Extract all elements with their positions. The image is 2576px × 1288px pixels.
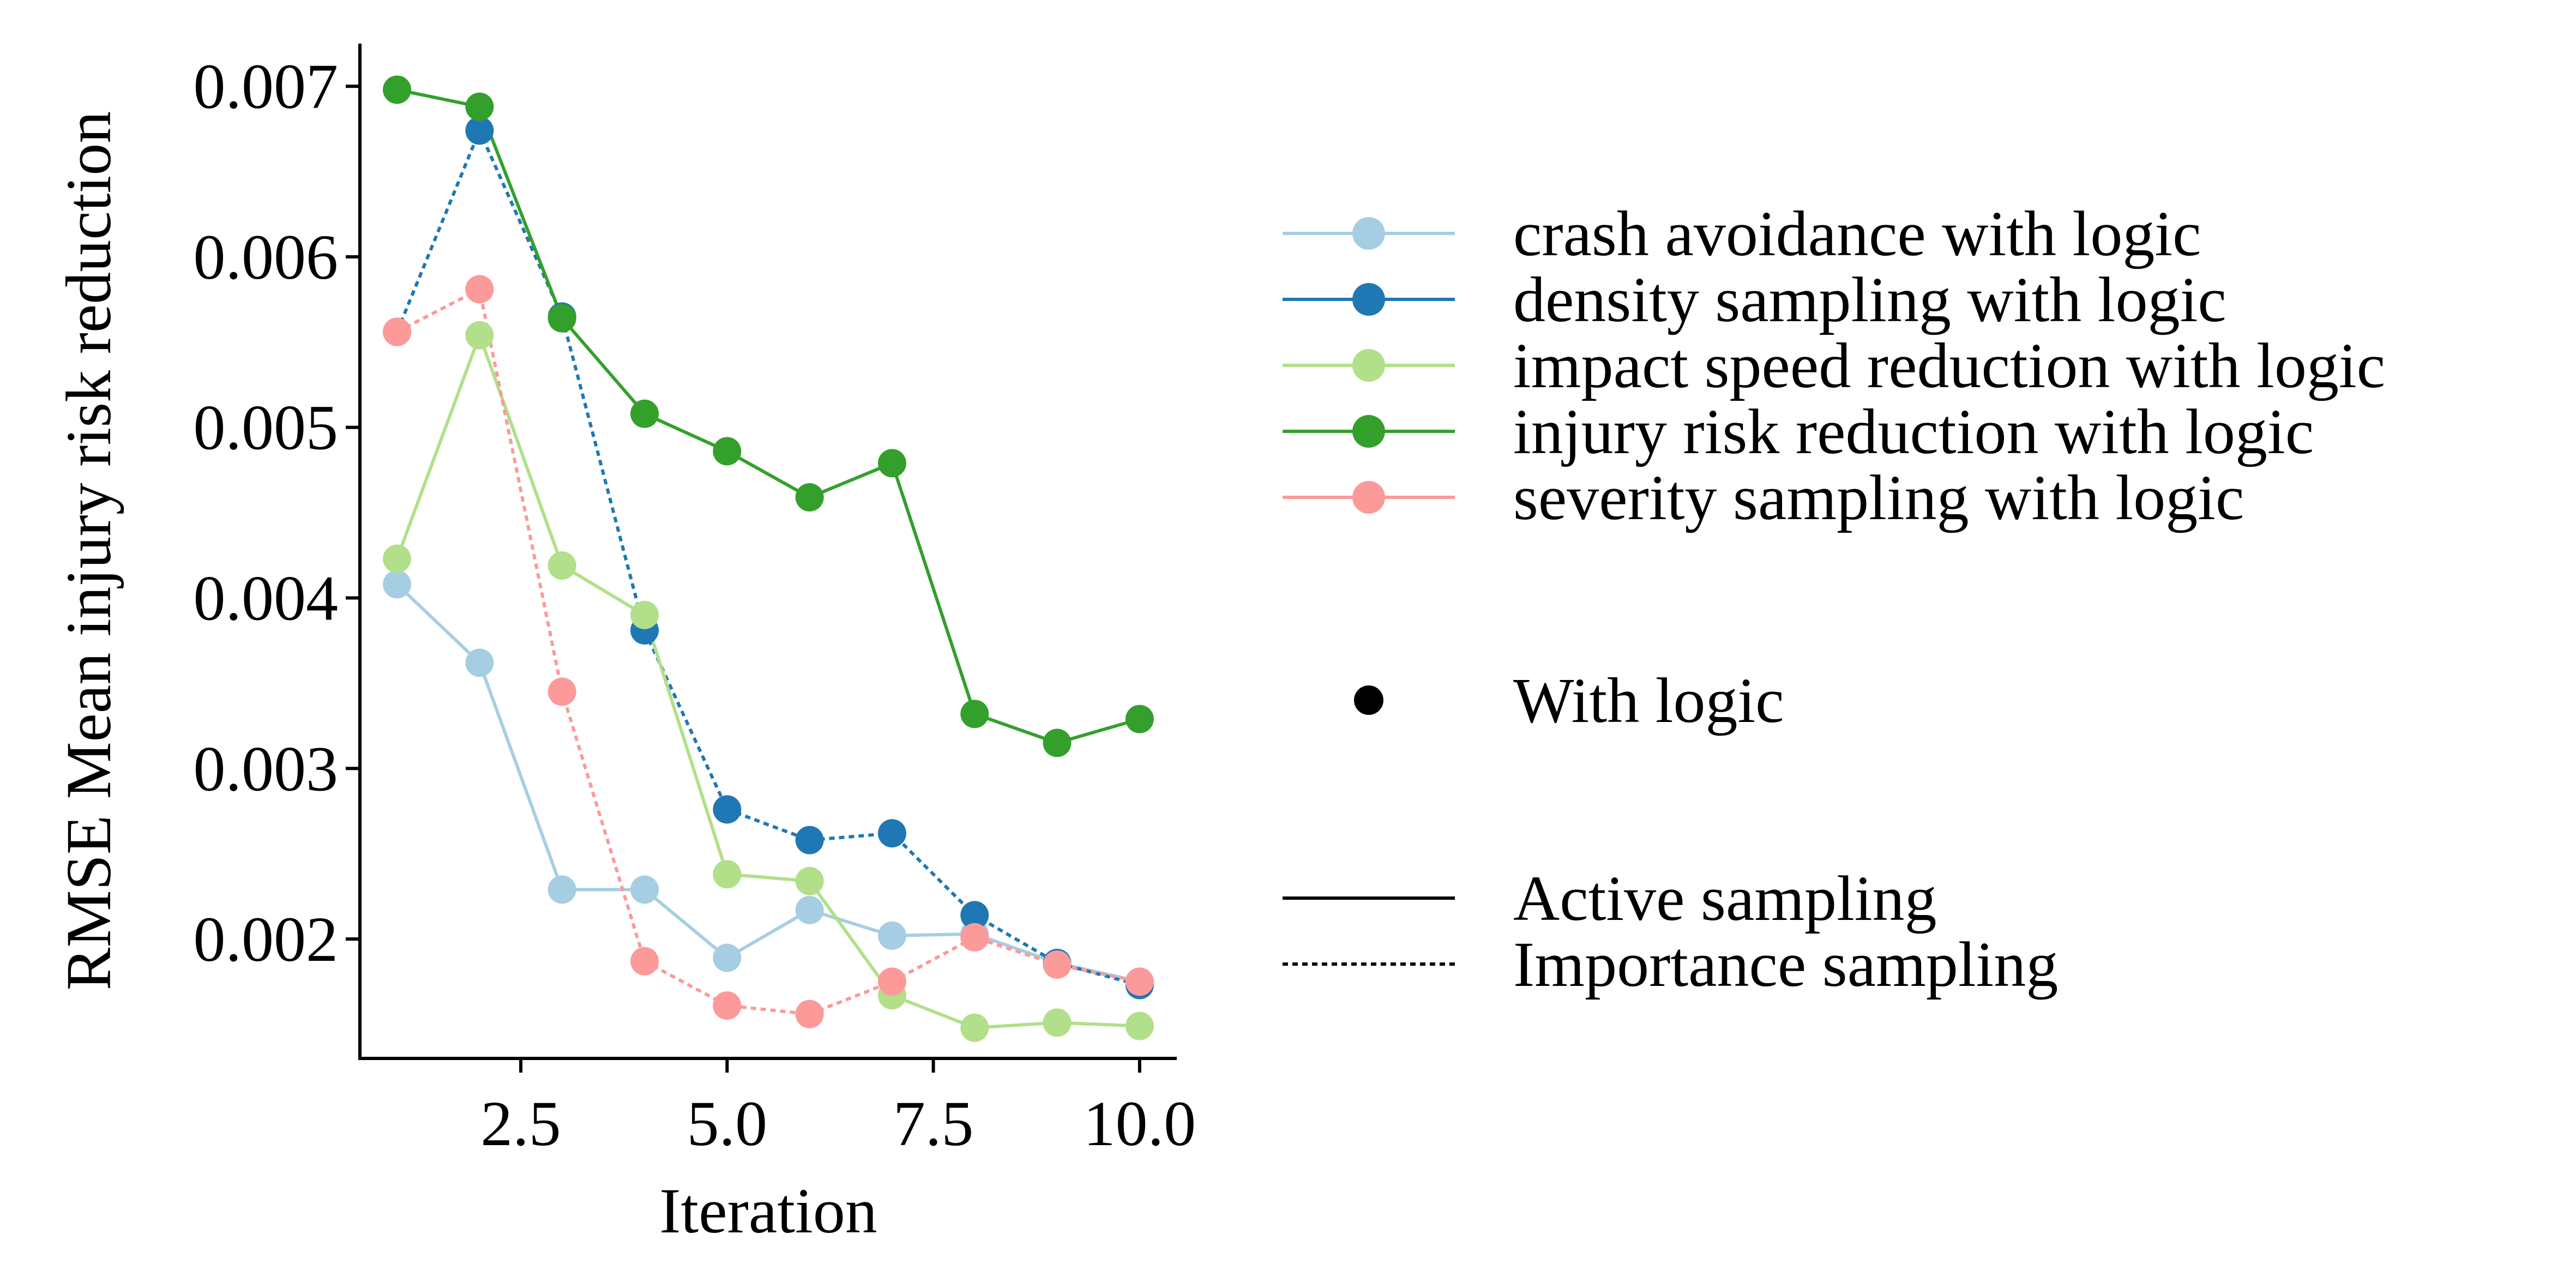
data-point-series-4 [795,1000,824,1028]
data-point-series-0 [630,875,659,904]
x-tick-label: 10.0 [1084,1088,1196,1159]
legend-key-point [1352,481,1385,514]
y-tick-label: 0.002 [194,904,339,975]
data-point-series-3 [465,92,494,121]
plot-marks [383,75,1154,1042]
data-point-series-2 [383,544,412,573]
y-ticks: 0.002 0.003 0.004 0.005 0.006 0.007 [194,51,360,975]
x-axis-title: Iteration [659,1175,877,1247]
legend-label: With logic [1513,665,1784,736]
data-point-series-1 [960,901,989,930]
data-point-series-1 [465,116,494,145]
x-tick-label: 7.5 [893,1088,974,1159]
data-point-series-4 [1125,967,1154,996]
data-point-series-1 [713,795,742,824]
series-line-0 [396,583,1140,984]
x-ticks: 2.5 5.0 7.5 10.0 [480,1058,1196,1159]
data-point-series-3 [547,304,576,333]
series-line-3 [396,88,1140,745]
data-point-series-3 [1125,705,1154,733]
data-point-series-2 [1125,1012,1154,1040]
data-point-series-1 [795,826,824,854]
legend-key-point [1352,217,1385,250]
data-point-series-4 [960,923,989,952]
legend-label: injury risk reduction with logic [1513,396,2314,467]
data-point-series-3 [877,449,906,478]
legend-shape-point [1354,685,1383,715]
series-line-2 [395,333,1140,1030]
legend-label: impact speed reduction with logic [1513,330,2385,401]
data-point-series-2 [547,551,576,580]
data-point-series-3 [630,399,659,428]
axes: 0.002 0.003 0.004 0.005 0.006 0.007 2.5 5.0 7.5… [53,44,1196,1247]
data-point-series-0 [547,875,576,904]
legend-key-point [1352,283,1385,316]
data-point-series-4 [465,275,494,304]
data-point-series-3 [383,75,412,104]
data-point-series-2 [465,321,494,350]
x-tick-label: 2.5 [480,1088,561,1159]
series-line-4 [396,287,1140,1016]
data-point-series-4 [383,317,412,346]
y-axis-title: RMSE Mean injury risk reduction [53,111,124,990]
y-tick-label: 0.005 [194,392,339,464]
data-point-series-1 [877,819,906,848]
data-point-series-0 [713,943,742,972]
data-point-series-0 [383,570,412,599]
data-point-series-4 [547,677,576,706]
data-point-series-2 [713,860,742,889]
y-tick-label: 0.003 [194,733,339,804]
data-point-series-0 [877,921,906,950]
y-tick-label: 0.007 [194,51,339,122]
data-point-series-2 [960,1013,989,1042]
data-point-series-4 [713,991,742,1020]
data-point-series-2 [630,600,659,629]
series-line-1 [395,129,1140,987]
data-point-series-2 [1043,1008,1072,1037]
legend-label: Importance sampling [1513,929,2058,1000]
data-point-series-4 [630,947,659,976]
data-point-series-0 [795,895,824,924]
legend-label: density sampling with logic [1513,264,2226,335]
data-point-series-0 [465,648,494,677]
legend-label: severity sampling with logic [1513,462,2244,533]
data-point-series-3 [960,700,989,729]
data-point-series-4 [1043,950,1072,979]
y-tick-label: 0.004 [194,563,339,634]
data-point-series-4 [877,967,906,996]
legend-key-point [1352,415,1385,448]
data-point-series-3 [795,483,824,511]
data-point-series-3 [1043,729,1072,757]
legend-key-point [1352,349,1385,382]
legend-label: crash avoidance with logic [1513,198,2201,269]
y-tick-label: 0.006 [194,221,339,293]
data-point-series-2 [795,866,824,895]
x-tick-label: 5.0 [687,1088,768,1159]
data-point-series-3 [713,437,742,466]
legend-label: Active sampling [1513,863,1937,934]
